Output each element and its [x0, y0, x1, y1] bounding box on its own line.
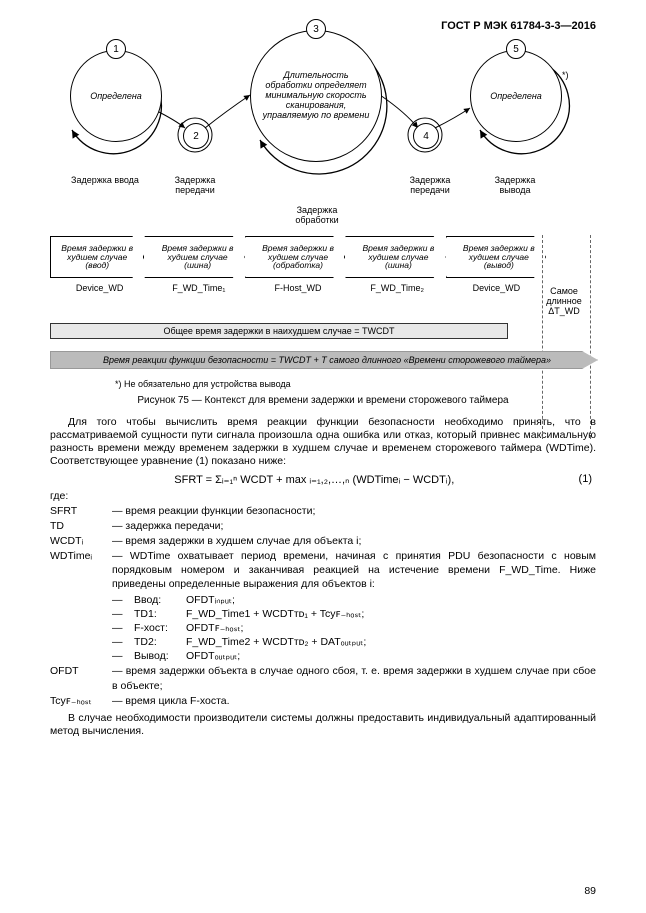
- dl-wcdt-t: WCDTᵢ: [50, 534, 112, 548]
- page: ГОСТ Р МЭК 61784-3-3—2016 1 Определена 2: [0, 0, 646, 913]
- name-4: F_WD_Time₂: [348, 283, 447, 293]
- arrow-boxes: Время задержки в худшем случае (ввод) Вр…: [50, 235, 596, 279]
- lbl-input: Задержка ввода: [70, 175, 140, 185]
- dl-tcy: Tcyꜰ₋ₕₒₛₜ— время цикла F-хоста.: [50, 694, 596, 708]
- node-1-num: 1: [106, 39, 126, 59]
- name-3: F-Host_WD: [248, 283, 347, 293]
- lbl-tx1: Задержка передачи: [160, 175, 230, 195]
- dl-wcdt: WCDTᵢ— время задержки в худшем случае дл…: [50, 534, 596, 548]
- node-3: 3 Длительность обработки определяет мини…: [250, 30, 382, 162]
- paragraph-2: В случае необходимости производители сис…: [50, 712, 596, 738]
- dotted-2: [590, 235, 591, 439]
- s2k: TD1:: [134, 607, 186, 621]
- s3v: OFDTꜰ₋ₕₒₛₜ;: [186, 621, 243, 635]
- formula-text: SFRT = Σᵢ₌₁ⁿ WCDT + max ᵢ₌₁,₂,…,ₙ (WDTim…: [174, 474, 454, 486]
- node-2-num: 2: [193, 131, 199, 142]
- s2v: F_WD_Time1 + WCDTᴛᴅ₁ + Tcyꜰ₋ₕₒₛₜ;: [186, 607, 364, 621]
- box-2: Время задержки в худшем случае (шина): [144, 236, 244, 278]
- dl-td-d: — задержка передачи;: [112, 519, 596, 533]
- s4k: TD2:: [134, 635, 186, 649]
- box-1: Время задержки в худшем случае (ввод): [50, 236, 144, 278]
- name-2: F_WD_Time₁: [149, 283, 248, 293]
- node-3-label: Длительность обработки определяет минима…: [251, 71, 381, 120]
- sub-1: —Ввод:OFDTᵢₙₚᵤₜ;: [112, 593, 596, 607]
- dl-wcdt-d: — время задержки в худшем случае для объ…: [112, 534, 596, 548]
- timing-diagram: Время задержки в худшем случае (ввод) Вр…: [50, 235, 596, 369]
- dl-sfrt-t: SFRT: [50, 504, 112, 518]
- node-5-label: Определена: [490, 91, 542, 101]
- page-number: 89: [584, 885, 596, 897]
- where-label: где:: [50, 490, 596, 502]
- box-4: Время задержки в худшем случае (шина): [345, 236, 445, 278]
- node-2: 2: [183, 123, 209, 149]
- s5v: OFDTₒᵤₜₚᵤₜ;: [186, 649, 240, 663]
- dl-sfrt-d: — время реакции функции безопасности;: [112, 504, 596, 518]
- node-4-num: 4: [423, 131, 429, 142]
- sub-4: —TD2:F_WD_Time2 + WCDTᴛᴅ₂ + DATₒᵤₜₚᵤₜ;: [112, 635, 596, 649]
- box-3: Время задержки в худшем случае (обработк…: [245, 236, 345, 278]
- dl-td-t: TD: [50, 519, 112, 533]
- dl-tcy-d: — время цикла F-хоста.: [112, 694, 596, 708]
- s1k: Ввод:: [134, 593, 186, 607]
- box-5: Время задержки в худшем случае (вывод): [446, 236, 546, 278]
- asterisk-mark: *): [562, 70, 569, 80]
- dl-wdtime-d: — WDTime охватывает период времени, начи…: [112, 549, 596, 592]
- footnote: *) Не обязательно для устройства вывода: [115, 379, 596, 389]
- sub-2: —TD1:F_WD_Time1 + WCDTᴛᴅ₁ + Tcyꜰ₋ₕₒₛₜ;: [112, 607, 596, 621]
- dl-td: TD— задержка передачи;: [50, 519, 596, 533]
- lbl-tx2: Задержка передачи: [395, 175, 465, 195]
- sublist: —Ввод:OFDTᵢₙₚᵤₜ; —TD1:F_WD_Time1 + WCDTᴛ…: [112, 593, 596, 664]
- s4v: F_WD_Time2 + WCDTᴛᴅ₂ + DATₒᵤₜₚᵤₜ;: [186, 635, 366, 649]
- dl-tcy-t: Tcyꜰ₋ₕₒₛₜ: [50, 694, 112, 708]
- definition-list-2: OFDT— время задержки объекта в случае од…: [50, 664, 596, 708]
- dl-ofdt-d: — время задержки объекта в случае одного…: [112, 664, 596, 692]
- lbl-output: Задержка вывода: [480, 175, 550, 195]
- node-1-label: Определена: [90, 91, 142, 101]
- node-3-num: 3: [306, 19, 326, 39]
- node-4: 4: [413, 123, 439, 149]
- s5k: Вывод:: [134, 649, 186, 663]
- sub-3: —F-хост:OFDTꜰ₋ₕₒₛₜ;: [112, 621, 596, 635]
- definition-list: SFRT— время реакции функции безопасности…: [50, 504, 596, 592]
- diagram-circles: 1 Определена 2 3 Длительность обработки …: [50, 40, 596, 230]
- dl-wdtime: WDTimeᵢ— WDTime охватывает период времен…: [50, 549, 596, 592]
- twcdt-bar: Общее время задержки в наихудшем случае …: [50, 323, 508, 339]
- dl-ofdt-t: OFDT: [50, 664, 112, 692]
- sfrt-bar: Время реакции функции безопасности = TWC…: [50, 351, 598, 369]
- name-1: Device_WD: [50, 283, 149, 293]
- name-row: Device_WD F_WD_Time₁ F-Host_WD F_WD_Time…: [50, 283, 596, 293]
- node-5-num: 5: [506, 39, 526, 59]
- eq-number: (1): [579, 473, 592, 485]
- dl-ofdt: OFDT— время задержки объекта в случае од…: [50, 664, 596, 692]
- node-5: 5 Определена: [470, 50, 562, 142]
- sub-5: —Вывод:OFDTₒᵤₜₚᵤₜ;: [112, 649, 596, 663]
- node-1: 1 Определена: [70, 50, 162, 142]
- paragraph-1: Для того чтобы вычислить время реакции ф…: [50, 416, 596, 469]
- s3k: F-хост:: [134, 621, 186, 635]
- formula: SFRT = Σᵢ₌₁ⁿ WCDT + max ᵢ₌₁,₂,…,ₙ (WDTim…: [50, 473, 596, 486]
- s1v: OFDTᵢₙₚᵤₜ;: [186, 593, 235, 607]
- lbl-proc: Задержка обработки: [282, 205, 352, 225]
- right-annotation: Самое длинное ΔT_WD: [536, 287, 592, 317]
- dl-sfrt: SFRT— время реакции функции безопасности…: [50, 504, 596, 518]
- dotted-1: [542, 235, 543, 439]
- figure-caption: Рисунок 75 — Контекст для времени задерж…: [50, 395, 596, 406]
- name-5: Device_WD: [447, 283, 546, 293]
- dl-wdtime-t: WDTimeᵢ: [50, 549, 112, 592]
